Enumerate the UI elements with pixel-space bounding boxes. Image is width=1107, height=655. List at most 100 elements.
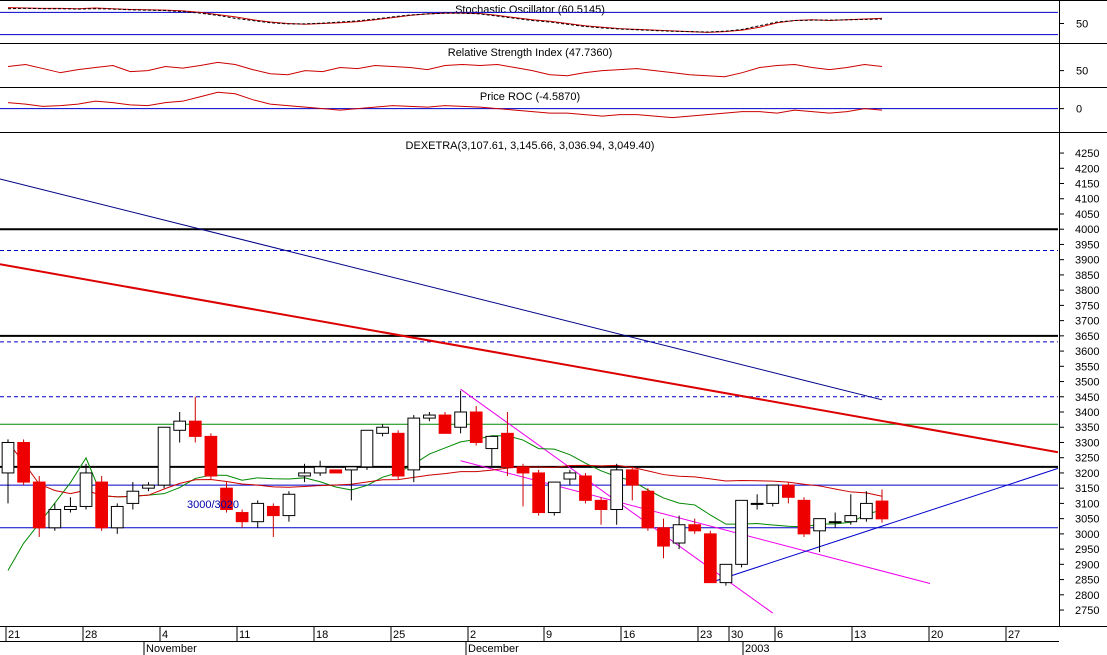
candle-body: [64, 505, 77, 511]
candle-body: [735, 499, 748, 565]
candle: [860, 491, 873, 522]
candle-body: [563, 472, 577, 480]
y-tick-label: 2850: [1075, 575, 1099, 587]
y-tick-label: 3350: [1075, 422, 1099, 434]
candle-body: [454, 411, 467, 428]
x-tick-label: 6: [777, 629, 783, 641]
x-tick-label: 25: [393, 629, 405, 641]
candle: [766, 484, 780, 507]
candle: [204, 433, 218, 480]
candle: [610, 463, 624, 525]
candle-body: [188, 420, 202, 437]
y-tick-label: 3800: [1075, 285, 1099, 297]
x-tick-label: 28: [85, 629, 97, 641]
candle: [376, 424, 389, 437]
candle: [438, 412, 452, 434]
candle-body: [719, 563, 733, 584]
y-tick-label: 4100: [1075, 194, 1099, 206]
y-tick-label: 2900: [1075, 559, 1099, 571]
candle-body: [110, 505, 124, 529]
candle-body: [235, 512, 249, 523]
candle: [563, 469, 577, 486]
candle-body: [282, 493, 296, 517]
rsi-title: Relative Strength Index (47.7360): [448, 47, 613, 59]
candle: [407, 415, 421, 483]
rsi-panel: 50: [7, 61, 1088, 78]
long-moving-average-line: [7, 442, 883, 498]
candle-body: [48, 509, 62, 529]
roc-title: Price ROC (-4.5870): [480, 91, 580, 103]
candle: [750, 494, 764, 510]
candle: [251, 500, 265, 528]
y-tick-label-0: 50: [1076, 66, 1088, 78]
candle-body: [579, 475, 592, 501]
candle: [641, 488, 655, 531]
candle: [828, 512, 842, 528]
y-tick-label: 3850: [1075, 270, 1099, 282]
candle: [423, 412, 436, 422]
candle-body: [391, 432, 405, 477]
candle: [501, 412, 514, 476]
y-tick-label: 3400: [1075, 407, 1099, 419]
candle-body: [485, 435, 499, 450]
candle: [547, 481, 561, 516]
candle-body: [95, 481, 108, 529]
candle: [797, 497, 811, 537]
candle-body: [17, 441, 30, 483]
support-annotation: 3000/3020: [187, 499, 239, 511]
candle-body: [688, 524, 702, 532]
y-tick-label: 2750: [1075, 605, 1099, 617]
candle-body: [547, 481, 561, 514]
candle: [110, 503, 124, 534]
candle-body: [672, 524, 686, 544]
candle-body: [782, 484, 795, 498]
candle-body: [345, 466, 358, 471]
candle: [32, 475, 46, 537]
y-tick-label: 3250: [1075, 453, 1099, 465]
y-tick-label: 2800: [1075, 590, 1099, 602]
x-tick-label: 27: [1008, 629, 1020, 641]
x-tick-label: 11: [239, 629, 250, 641]
y-tick-label-0: 50: [1076, 19, 1088, 31]
candle: [532, 469, 545, 516]
price-title: DEXETRA(3,107.61, 3,145.66, 3,036.94, 3,…: [406, 140, 655, 152]
rising-support-line: [710, 467, 1059, 584]
y-tick-label: 4250: [1075, 148, 1099, 160]
candle-body: [860, 502, 873, 520]
y-tick-label: 3700: [1075, 316, 1099, 328]
roc-panel: 0: [0, 91, 1082, 119]
candle: [782, 482, 795, 504]
month-label: December: [468, 643, 519, 655]
x-tick-label: 23: [700, 629, 712, 641]
candle: [703, 530, 717, 584]
candle: [17, 439, 30, 486]
candle-body: [813, 518, 826, 532]
candle: [625, 466, 639, 501]
x-tick-label: 16: [623, 629, 635, 641]
candle: [220, 482, 233, 513]
y-tick-label: 3050: [1075, 514, 1099, 526]
stochastic-title: Stochastic Oscillator (60.5145): [455, 4, 605, 16]
candle: [391, 430, 405, 480]
x-tick-label: 30: [731, 629, 743, 641]
candle: [735, 499, 748, 568]
candle-body: [298, 472, 311, 477]
y-tick-label: 3550: [1075, 361, 1099, 373]
y-tick-label: 3300: [1075, 437, 1099, 449]
candle: [79, 463, 93, 510]
candle-body: [657, 527, 670, 547]
y-tick-label: 3500: [1075, 377, 1099, 389]
x-tick-label: 9: [546, 629, 552, 641]
y-tick-label: 4200: [1075, 163, 1099, 175]
candle-body: [407, 417, 421, 471]
candle-body: [32, 481, 46, 529]
candle-body: [438, 414, 452, 434]
series-line-0: [7, 91, 883, 119]
long-term-downtrend-line: [0, 178, 883, 401]
candle-body: [844, 515, 858, 523]
x-tick-label: 4: [162, 629, 168, 641]
y-tick-label: 3650: [1075, 331, 1099, 343]
y-tick-label: 3750: [1075, 300, 1099, 312]
